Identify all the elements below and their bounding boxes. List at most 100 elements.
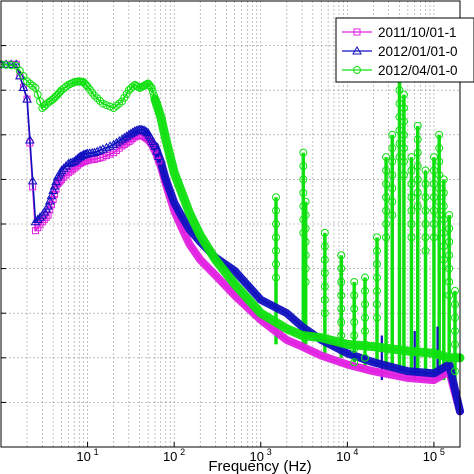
data-point-marker	[429, 153, 438, 162]
data-point-marker	[421, 193, 430, 202]
data-point-marker	[299, 175, 308, 184]
data-point-marker	[62, 171, 70, 179]
data-point-marker	[439, 175, 448, 184]
data-point-marker	[388, 157, 397, 166]
data-point-marker	[421, 246, 430, 255]
data-point-marker	[272, 246, 281, 255]
data-point-marker	[35, 212, 45, 221]
data-point-marker	[27, 175, 38, 185]
data-point-marker	[382, 179, 391, 188]
data-point-marker	[372, 286, 381, 295]
data-point-marker	[407, 166, 416, 175]
x-axis-title: Frequency (Hz)	[208, 458, 311, 474]
data-point-marker	[439, 228, 448, 237]
data-point-marker	[301, 237, 310, 246]
data-point-marker	[382, 220, 391, 228]
data-point-marker	[14, 70, 25, 80]
data-point-marker	[7, 61, 16, 70]
data-point-marker	[421, 220, 430, 228]
data-point-marker	[299, 162, 308, 171]
data-point-marker	[350, 358, 359, 367]
data-point-marker	[301, 251, 310, 260]
data-point-marker	[450, 340, 459, 349]
data-point-marker	[350, 318, 359, 327]
data-point-marker	[395, 126, 404, 135]
data-point-marker	[102, 101, 111, 110]
data-point-marker	[350, 304, 359, 313]
data-point-marker	[56, 165, 67, 174]
data-point-marker	[30, 216, 41, 226]
data-point-marker	[320, 269, 329, 278]
data-point-marker	[445, 224, 454, 233]
data-point-marker	[101, 142, 112, 152]
data-point-marker	[450, 367, 459, 376]
data-point-marker	[439, 188, 448, 197]
data-point-marker	[350, 277, 359, 286]
data-point-marker	[450, 286, 459, 295]
data-point-marker	[25, 79, 34, 88]
data-point-marker	[399, 157, 408, 166]
data-point-marker	[99, 153, 107, 161]
data-point-marker	[106, 102, 115, 111]
data-point-marker	[372, 260, 381, 269]
data-point-marker	[413, 121, 422, 130]
data-point-marker	[382, 206, 391, 215]
data-point-marker	[272, 260, 281, 269]
data-point-marker	[46, 190, 57, 200]
data-point-marker	[115, 99, 124, 108]
data-point-marker	[435, 211, 444, 220]
data-point-marker	[413, 188, 422, 197]
data-point-marker	[153, 152, 161, 160]
data-point-marker	[435, 157, 444, 166]
data-point-marker	[372, 246, 381, 255]
data-point-marker	[299, 148, 308, 157]
x-tick-exponent: 5	[440, 447, 445, 457]
data-point-marker	[450, 327, 459, 336]
x-tick-exponent: 2	[180, 447, 185, 457]
data-point-marker	[320, 309, 329, 318]
data-point-marker	[435, 197, 444, 206]
data-point-marker	[23, 77, 32, 86]
data-point-marker	[421, 166, 430, 175]
axis-ticks: 10 1 10 2 10 3 10 4 10 5	[1, 45, 445, 464]
legend-label: 2012/01/01-0	[378, 44, 458, 59]
data-point-marker	[350, 291, 359, 300]
legend-label: 2011/10/01-1	[378, 25, 457, 40]
data-point-marker	[18, 82, 29, 92]
x-tick-label: 10	[336, 449, 350, 464]
data-point-marker	[395, 99, 404, 108]
data-point-marker	[301, 264, 310, 273]
data-point-marker	[337, 251, 346, 260]
data-point-marker	[399, 130, 408, 139]
data-point-marker	[413, 162, 422, 171]
data-point-marker	[361, 340, 370, 349]
x-tick-label: 10	[76, 449, 90, 464]
data-point-marker	[439, 215, 448, 224]
data-point-marker	[435, 170, 444, 179]
data-point-marker	[337, 304, 346, 313]
data-point-marker	[299, 202, 308, 211]
x-tick-label: 10	[163, 449, 177, 464]
data-point-marker	[299, 215, 308, 224]
x-tick-label: 10	[423, 449, 437, 464]
data-point-marker	[382, 153, 391, 162]
data-point-marker	[382, 193, 391, 202]
data-point-marker	[272, 193, 281, 202]
data-point-marker	[152, 101, 161, 110]
data-point-marker	[445, 211, 454, 220]
data-point-marker	[421, 233, 430, 242]
data-point-marker	[395, 86, 404, 95]
data-point-marker	[429, 206, 438, 215]
data-point-marker	[429, 166, 438, 175]
data-point-marker	[58, 163, 69, 172]
legend-marker	[353, 66, 361, 74]
data-point-marker	[117, 134, 127, 143]
data-point-marker	[361, 353, 370, 362]
data-point-marker	[93, 94, 102, 103]
data-point-marker	[106, 150, 114, 158]
data-point-marker	[361, 327, 370, 336]
data-point-marker	[407, 179, 416, 188]
data-point-marker	[337, 331, 346, 340]
data-point-marker	[372, 233, 381, 242]
